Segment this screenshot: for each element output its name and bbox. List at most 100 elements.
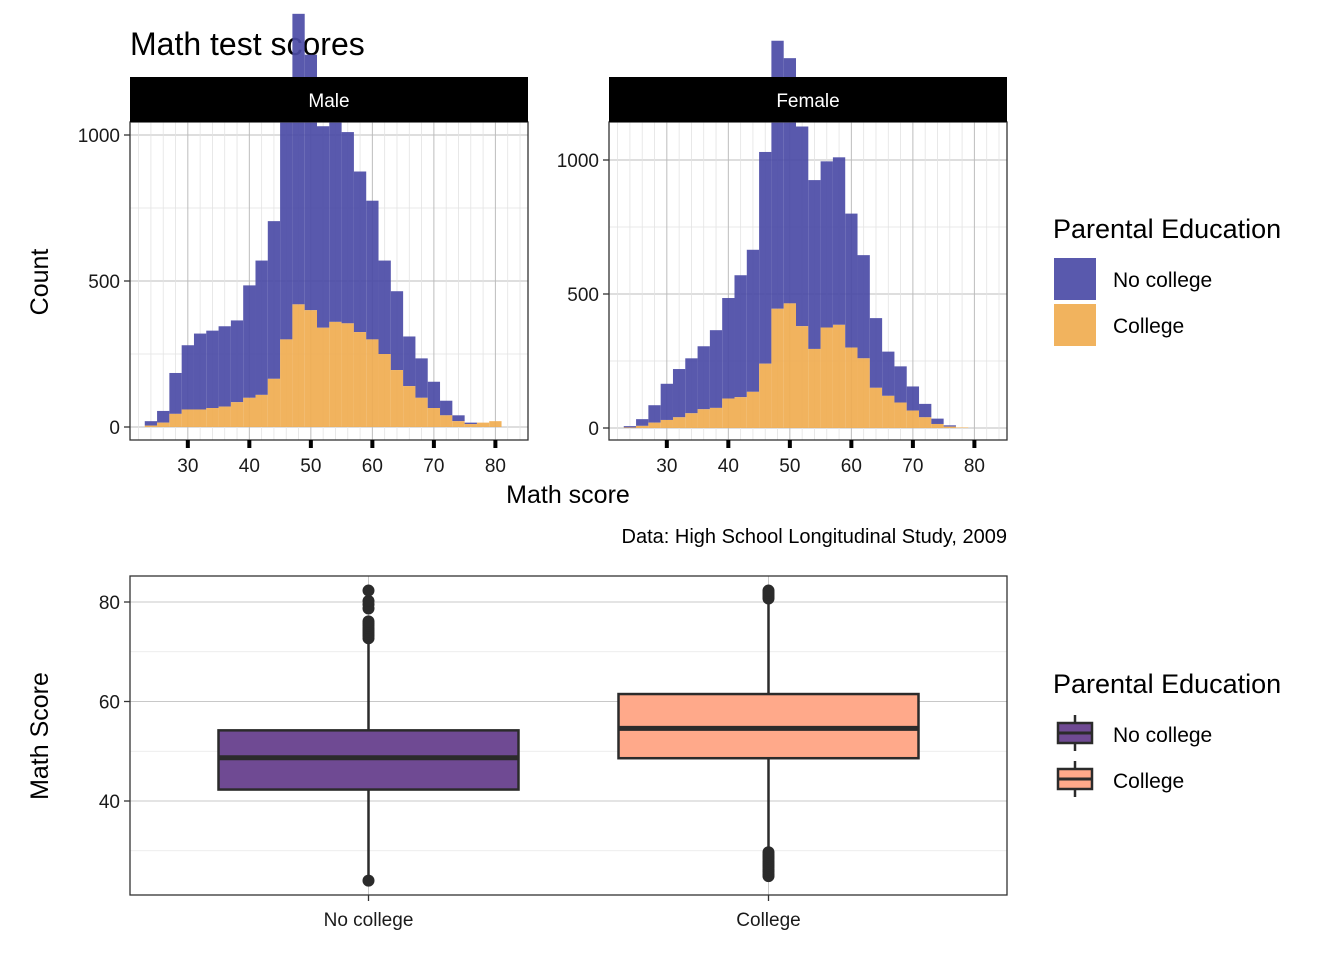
x-tick-label: 80	[485, 456, 506, 477]
legend-label: College	[1113, 315, 1184, 338]
y-tick-label: 500	[88, 272, 120, 293]
x-tick-label: College	[736, 910, 800, 931]
histogram-bar-college	[353, 332, 367, 427]
y-tick-label: 1000	[78, 126, 120, 147]
histogram-bar-no-college	[906, 386, 920, 411]
histogram-bar-no-college	[919, 403, 932, 418]
histogram-bar-college	[672, 417, 686, 428]
histogram-bar-no-college	[440, 400, 453, 416]
histogram-bar-no-college	[943, 425, 956, 427]
histogram-bar-no-college	[181, 345, 194, 410]
histogram-bar-no-college	[341, 132, 354, 324]
chart-caption: Data: High School Longitudinal Study, 20…	[622, 526, 1007, 548]
histogram-bar-college	[697, 409, 710, 428]
box-no-college	[217, 584, 520, 887]
hist-legend: Parental Education No college College	[1053, 214, 1281, 346]
legend-key-no-college	[1056, 715, 1094, 751]
histogram-bar-college	[623, 427, 637, 428]
histogram-bar-no-college	[660, 383, 673, 420]
histogram-bar-no-college	[464, 422, 477, 425]
y-tick-label: 1000	[557, 151, 599, 172]
histogram-bar-college	[734, 397, 747, 428]
histogram-bar-no-college	[415, 358, 428, 398]
histogram-bar-college	[759, 363, 772, 428]
histogram-bar-college	[771, 308, 784, 428]
histogram-bar-no-college	[857, 255, 870, 359]
histogram-bar-no-college	[366, 200, 379, 340]
histogram-bar-no-college	[193, 333, 207, 410]
histogram-bar-college	[452, 421, 465, 427]
histogram-bar-college	[255, 394, 268, 427]
box-college	[617, 584, 920, 883]
histogram-bar-college	[796, 326, 809, 428]
histogram-bar-college	[943, 426, 956, 428]
histogram-bar-college	[476, 422, 490, 427]
y-tick-label: 80	[99, 593, 120, 614]
y-tick-label: 0	[109, 418, 120, 439]
histogram-bar-no-college	[845, 213, 858, 348]
histogram-bar-college	[685, 413, 698, 428]
legend-label: College	[1113, 770, 1184, 793]
facet-strip	[609, 77, 1007, 122]
outlier-point	[762, 584, 775, 597]
y-tick-label: 40	[99, 792, 120, 813]
histogram-bar-college	[341, 323, 354, 427]
histogram-bar-college	[304, 310, 318, 427]
histogram-bar-no-college	[636, 419, 649, 426]
facet-female: Female 0 500 1000 30 40 50 60 70 80	[557, 40, 1008, 477]
histogram-bar-college	[218, 406, 231, 427]
chart-title: Math test scores	[130, 26, 365, 62]
x-tick-label: 40	[718, 456, 739, 477]
histogram-bar-no-college	[255, 260, 268, 395]
histogram-bar-college	[832, 324, 846, 428]
histogram-bar-no-college	[452, 415, 465, 422]
legend-key-no-college	[1054, 258, 1096, 300]
histogram-bar-no-college	[403, 336, 416, 387]
histogram-panels: Male 0 500 1000 30 40 50 60 70 80 Female 0 500 1000 30…	[78, 13, 1008, 477]
histogram-bar-college	[955, 427, 969, 428]
x-tick-label: 50	[779, 456, 800, 477]
y-tick-label: 0	[588, 419, 599, 440]
x-tick-label: 60	[841, 456, 862, 477]
histogram-bar-college	[869, 387, 883, 428]
y-tick-label: 500	[567, 285, 599, 306]
histogram-bar-no-college	[218, 326, 231, 407]
histogram-bar-no-college	[230, 320, 244, 403]
histogram-bar-college	[783, 303, 797, 428]
histogram-bar-college	[230, 402, 244, 427]
x-tick-label: No college	[324, 910, 414, 931]
histogram-bar-college	[378, 354, 391, 427]
histogram-bar-college	[894, 402, 907, 428]
outlier-point	[762, 846, 775, 859]
histogram-bar-college	[931, 423, 944, 428]
histogram-bar-no-college	[378, 260, 391, 354]
panel-border	[129, 575, 1008, 896]
histogram-bar-college	[390, 370, 404, 427]
facet-strip	[130, 77, 528, 122]
x-tick-label: 60	[362, 456, 383, 477]
histogram-bar-college	[709, 407, 723, 428]
histogram-bar-no-college	[144, 421, 158, 426]
histogram-bar-no-college	[317, 126, 330, 328]
histogram-bar-college	[144, 425, 158, 427]
histogram-bar-no-college	[796, 126, 809, 327]
x-tick-label: 70	[423, 456, 444, 477]
histogram-bar-college	[243, 397, 256, 427]
histogram-bar-college	[329, 321, 342, 427]
histogram-bar-no-college	[882, 351, 895, 396]
histogram-bar-no-college	[280, 107, 293, 340]
histogram-bar-no-college	[206, 330, 219, 409]
x-tick-label: 30	[656, 456, 677, 477]
legend-key-college	[1054, 304, 1096, 346]
histogram-bar-college	[193, 409, 207, 427]
y-tick-label: 60	[99, 693, 120, 714]
facet-strip-label: Female	[776, 91, 839, 112]
histogram-bar-no-college	[722, 298, 735, 399]
outlier-point	[362, 874, 375, 887]
histogram-bar-college	[820, 327, 833, 428]
histogram-bar-college	[660, 419, 673, 428]
histogram-bar-college	[157, 422, 170, 427]
histogram-bar-no-college	[648, 405, 661, 423]
histogram-bar-no-college	[746, 249, 760, 392]
